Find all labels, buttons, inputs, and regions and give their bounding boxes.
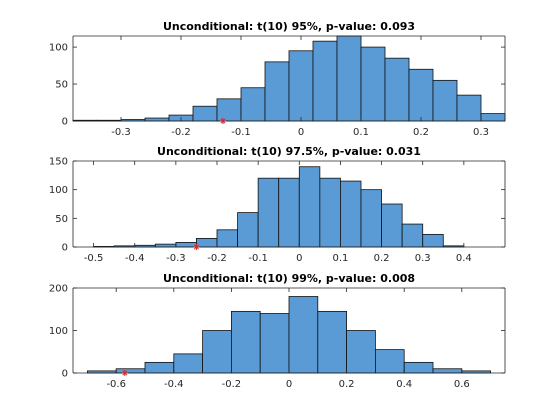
x-tick-label: -0.6 xyxy=(106,379,126,390)
histogram-bar xyxy=(346,330,376,374)
histogram-bar xyxy=(340,180,362,248)
x-tick-label: 0.1 xyxy=(332,253,348,264)
y-tick-label: 50 xyxy=(55,80,68,91)
y-tick-label: 0 xyxy=(62,369,68,380)
y-tick-label: 50 xyxy=(55,214,68,225)
histogram-bar xyxy=(288,50,314,122)
histogram-bar xyxy=(154,243,177,248)
marker-stroke xyxy=(193,244,199,250)
histogram-bar xyxy=(144,361,175,374)
subplot-3: Unconditional: t(10) 99%, p-value: 0.008… xyxy=(49,272,506,390)
histogram-bar xyxy=(259,313,290,374)
x-tick-label: 0.3 xyxy=(473,127,489,138)
x-tick-label: -0.3 xyxy=(111,127,131,138)
x-tick-label: 0.1 xyxy=(353,127,369,138)
histogram-bar xyxy=(408,68,434,122)
histogram-bar xyxy=(312,40,338,122)
histogram-bar xyxy=(216,98,242,122)
x-tick-label: -0.1 xyxy=(248,253,268,264)
y-tick-label: 100 xyxy=(49,185,68,196)
histogram-bar xyxy=(480,113,506,122)
observed-value-marker xyxy=(121,370,128,376)
observed-value-marker xyxy=(193,244,200,250)
histogram-bar xyxy=(374,349,405,374)
y-tick-label: 200 xyxy=(49,284,68,295)
histogram-bar xyxy=(115,368,146,374)
y-tick-label: 0 xyxy=(62,117,68,128)
subplot-1-title: Unconditional: t(10) 95%, p-value: 0.093 xyxy=(163,20,415,33)
histogram-bar xyxy=(192,105,218,122)
histogram-bar xyxy=(336,35,362,122)
histogram-bar xyxy=(264,61,290,122)
histogram-bar xyxy=(432,79,458,122)
marker-stroke xyxy=(220,118,226,124)
x-tick-label: -0.2 xyxy=(222,379,242,390)
observed-value-marker xyxy=(220,118,226,124)
histogram-bar xyxy=(360,46,386,122)
x-tick-label: 0 xyxy=(296,253,302,264)
histogram-bar xyxy=(288,296,319,374)
y-tick-label: 0 xyxy=(62,243,68,254)
histogram-bar xyxy=(202,330,232,374)
subplot-3-title: Unconditional: t(10) 99%, p-value: 0.008 xyxy=(163,272,415,285)
x-tick-label: -0.2 xyxy=(207,253,227,264)
x-tick-label: 0.6 xyxy=(454,379,470,390)
subplot-1: Unconditional: t(10) 95%, p-value: 0.093… xyxy=(49,20,506,138)
histogram-bar xyxy=(298,166,321,248)
x-tick-label: -0.5 xyxy=(84,253,104,264)
histogram-bar xyxy=(384,57,410,122)
x-tick-label: 0.2 xyxy=(374,253,390,264)
y-tick-label: 150 xyxy=(49,157,68,168)
histogram-bar xyxy=(144,117,170,122)
x-tick-label: -0.4 xyxy=(164,379,184,390)
x-tick-label: 0.2 xyxy=(413,127,429,138)
histogram-bar xyxy=(173,353,204,374)
x-tick-label: -0.3 xyxy=(166,253,186,264)
histogram-bar xyxy=(422,233,444,248)
x-tick-label: -0.4 xyxy=(125,253,145,264)
x-tick-label: 0 xyxy=(298,127,304,138)
histogram-bar xyxy=(403,361,434,374)
histogram-bar xyxy=(237,212,259,248)
histogram-bar xyxy=(230,310,261,374)
x-tick-label: 0 xyxy=(286,379,292,390)
x-tick-label: -0.1 xyxy=(231,127,251,138)
subplot-2: Unconditional: t(10) 97.5%, p-value: 0.0… xyxy=(49,145,506,264)
histogram-bar xyxy=(196,237,218,248)
histogram-bar xyxy=(432,368,463,374)
histogram-bar xyxy=(401,223,424,248)
x-tick-label: 0.2 xyxy=(339,379,355,390)
x-tick-label: 0.3 xyxy=(415,253,431,264)
histogram-bar xyxy=(456,94,482,122)
x-tick-label: 0.4 xyxy=(396,379,412,390)
histogram-bar xyxy=(319,177,341,248)
histogram-bar xyxy=(257,177,280,248)
histogram-bar xyxy=(317,310,347,374)
x-tick-label: 0.4 xyxy=(456,253,472,264)
y-tick-label: 100 xyxy=(49,43,68,54)
histogram-bar xyxy=(175,242,197,248)
histogram-bar xyxy=(240,87,266,122)
marker-stroke xyxy=(122,370,128,376)
histogram-bar xyxy=(360,189,382,248)
x-tick-label: -0.2 xyxy=(171,127,191,138)
histogram-bar xyxy=(381,203,403,248)
subplot-2-title: Unconditional: t(10) 97.5%, p-value: 0.0… xyxy=(157,145,421,158)
histogram-bar xyxy=(278,177,300,248)
histogram-bar xyxy=(216,229,238,248)
y-tick-label: 100 xyxy=(49,326,68,337)
